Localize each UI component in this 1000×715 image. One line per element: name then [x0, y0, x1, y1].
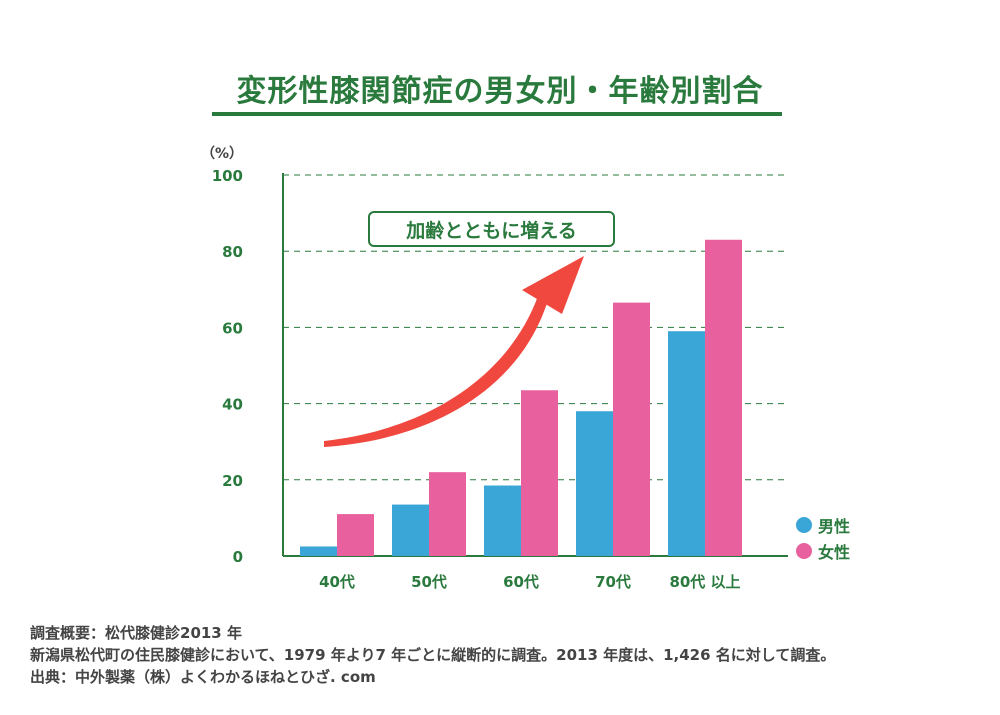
- bar-female: [337, 514, 374, 556]
- title-underline: [212, 112, 782, 116]
- note-line-1: 調査概要：松代膝健診2013 年: [30, 624, 242, 642]
- callout-label: 加齢とともに増える: [368, 211, 615, 247]
- bar-male: [668, 331, 705, 556]
- y-tick-label: 20: [222, 472, 243, 490]
- bar-female: [705, 239, 742, 556]
- bar-male: [484, 485, 521, 556]
- y-tick-label: 60: [222, 319, 243, 337]
- bar-male: [300, 546, 337, 556]
- legend-label-male: 男性: [818, 517, 851, 536]
- y-tick-label: 40: [222, 396, 243, 414]
- legend-item-female: 女性: [796, 538, 850, 564]
- trend-arrow-head: [522, 256, 584, 314]
- bar-male: [576, 411, 613, 556]
- trend-arrow-body: [324, 296, 548, 447]
- y-tick-label: 80: [222, 243, 243, 261]
- x-tick-label: 40代: [319, 573, 355, 591]
- legend-item-male: 男性: [796, 512, 850, 538]
- y-axis-label: （%）: [201, 146, 243, 162]
- survey-notes: 調査概要：松代膝健診2013 年 新潟県松代町の住民膝健診において、1979 年…: [30, 622, 835, 688]
- legend-dot-male: [796, 517, 812, 533]
- y-tick-label: 100: [212, 167, 243, 185]
- legend: 男性 女性: [796, 512, 850, 564]
- x-tick-label: 50代: [411, 573, 447, 591]
- bar-female: [613, 302, 650, 556]
- y-tick-label: 0: [233, 548, 243, 566]
- x-tick-label: 70代: [595, 573, 631, 591]
- legend-dot-female: [796, 543, 812, 559]
- bar-male: [392, 504, 429, 556]
- bar-female: [521, 390, 558, 556]
- x-tick-label: 80代 以上: [669, 573, 740, 591]
- note-line-2: 新潟県松代町の住民膝健診において、1979 年より7 年ごとに縦断的に調査。20…: [30, 646, 836, 664]
- note-line-3: 出典：中外製薬（株）よくわかるほねとひざ. com: [30, 668, 376, 686]
- x-tick-label: 60代: [503, 573, 539, 591]
- legend-label-female: 女性: [818, 543, 851, 562]
- bar-female: [429, 472, 466, 556]
- chart-title: 変形性膝関節症の男女別・年齢別割合: [236, 74, 764, 109]
